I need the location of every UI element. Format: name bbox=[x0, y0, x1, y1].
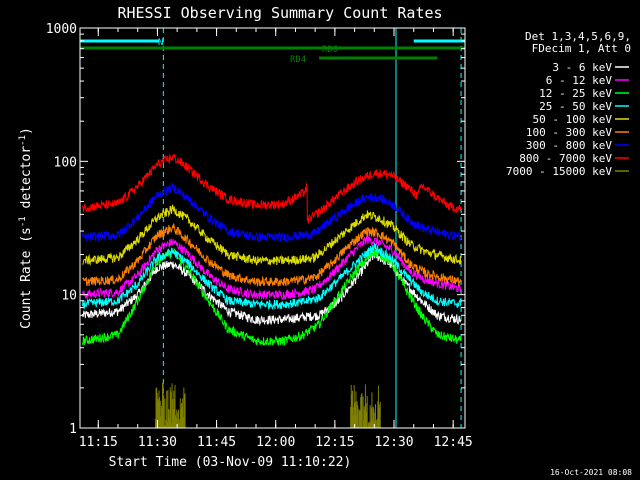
chart-title: RHESSI Observing Summary Count Rates bbox=[117, 4, 442, 22]
series-7000-15000-kev bbox=[154, 382, 381, 428]
x-tick-label: 12:45 bbox=[434, 435, 473, 450]
legend-label-3-6-kev: 3 - 6 keV bbox=[552, 61, 612, 74]
series-300-800-kev bbox=[82, 182, 462, 244]
y-tick-label: 1 bbox=[69, 422, 77, 437]
x-tick-label: 11:45 bbox=[197, 435, 236, 450]
x-tick-label: 11:30 bbox=[138, 435, 177, 450]
y-tick-label: 10 bbox=[61, 289, 77, 304]
legend-label-6-12-kev: 6 - 12 keV bbox=[546, 74, 613, 87]
plot-frame bbox=[79, 27, 466, 429]
y-label-part-2: detector bbox=[19, 146, 34, 217]
flag-label-n: N bbox=[158, 38, 163, 48]
series-25-50-kev bbox=[82, 242, 462, 311]
legend-label-100-300-kev: 100 - 300 keV bbox=[526, 126, 612, 139]
x-axis-label: Start Time (03-Nov-09 11:10:22) bbox=[109, 455, 352, 470]
y-label-exp-1: -1 bbox=[18, 216, 28, 227]
x-tick-label: 12:30 bbox=[374, 435, 413, 450]
flag-label-rd0: RD0 bbox=[322, 45, 338, 55]
legend-label-7000-15000-kev: 7000 - 15000 keV bbox=[506, 165, 612, 178]
legend-label-25-50-kev: 25 - 50 keV bbox=[539, 100, 612, 113]
legend-label-12-25-kev: 12 - 25 keV bbox=[539, 87, 612, 100]
y-label-part-1: Count Rate (s bbox=[19, 227, 34, 329]
x-tick-label: 11:15 bbox=[79, 435, 118, 450]
generation-timestamp: 16-Oct-2021 08:08 bbox=[550, 468, 632, 477]
y-label-part-3: ) bbox=[19, 127, 34, 135]
series-100-300-kev bbox=[82, 223, 462, 287]
flag-bars: N RD0 RD4 bbox=[80, 38, 465, 65]
x-tick-label: 12:00 bbox=[256, 435, 295, 450]
y-tick-label: 1000 bbox=[46, 22, 77, 37]
series-6-12-kev bbox=[82, 235, 462, 300]
x-tick-label: 12:15 bbox=[315, 435, 354, 450]
legend-label-50-100-kev: 50 - 100 keV bbox=[533, 113, 613, 126]
y-tick-label: 100 bbox=[54, 155, 77, 170]
y-label-exp-2: -1 bbox=[18, 135, 28, 146]
y-axis-label: Count Rate (s-1 detector-1) bbox=[18, 127, 34, 329]
legend-header-line-1: Det 1,3,4,5,6,9, bbox=[525, 30, 631, 43]
legend: Det 1,3,4,5,6,9, FDecim 1, Att 0 3 - 6 k… bbox=[506, 30, 631, 178]
axes: 1 10 100 1000 11:15 11:30 11:45 12:00 12:15 12:30… bbox=[46, 22, 473, 450]
legend-header-line-2: FDecim 1, Att 0 bbox=[532, 42, 631, 55]
legend-label-800-7000-kev: 800 - 7000 keV bbox=[519, 152, 612, 165]
series-50-100-kev bbox=[82, 204, 462, 266]
legend-label-300-800-kev: 300 - 800 keV bbox=[526, 139, 612, 152]
series-800-7000-kev bbox=[82, 153, 462, 225]
series-lines bbox=[82, 153, 462, 428]
series-12-25-kev bbox=[82, 247, 462, 347]
flag-label-rd4: RD4 bbox=[290, 55, 306, 65]
